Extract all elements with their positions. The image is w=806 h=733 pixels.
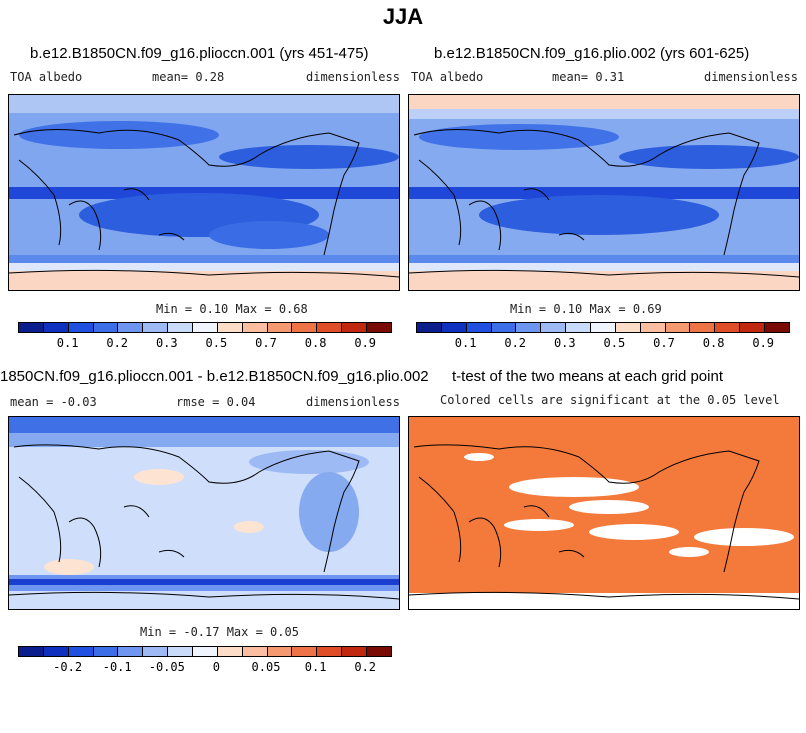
panel2-colorbar-swatch bbox=[441, 323, 467, 332]
panel1-colorbar-tick-label: 0.3 bbox=[155, 336, 178, 350]
panel1-variable: TOA albedo bbox=[10, 70, 83, 84]
panel3-colorbar-swatch bbox=[168, 647, 194, 656]
panel1-colorbar-swatch bbox=[143, 323, 169, 332]
panel2-colorbar-swatch bbox=[715, 323, 741, 332]
panel3-mean: mean = -0.03 bbox=[10, 395, 97, 409]
panel1-map-svg bbox=[9, 95, 399, 290]
panel1-colorbar-tick-label: 0.5 bbox=[205, 336, 228, 350]
panel2-colorbar-swatch bbox=[640, 323, 666, 332]
panel3-colorbar-swatch bbox=[342, 647, 368, 656]
panel2-title: b.e12.B1850CN.f09_g16.plio.002 (yrs 601-… bbox=[434, 45, 750, 62]
panel1-mean: mean= 0.28 bbox=[152, 70, 225, 84]
panel3-map bbox=[8, 416, 400, 610]
panel1-title: b.e12.B1850CN.f09_g16.plioccn.001 (yrs 4… bbox=[30, 45, 369, 62]
panel3-colorbar-swatch bbox=[143, 647, 169, 656]
panel3-colorbar-tick-label: 0.1 bbox=[304, 660, 327, 674]
panel2-colorbar-tick-label: 0.2 bbox=[504, 336, 527, 350]
panel1-colorbar-tick-label: 0.2 bbox=[106, 336, 129, 350]
panel3-colorbar-swatch bbox=[93, 647, 119, 656]
panel2-colorbar-swatch bbox=[615, 323, 641, 332]
panel4-map bbox=[408, 416, 800, 610]
panel1-colorbar bbox=[18, 322, 392, 333]
panel4-subtitle: Colored cells are significant at the 0.0… bbox=[440, 393, 780, 407]
panel2-map bbox=[408, 94, 800, 291]
panel2-map-svg bbox=[409, 95, 799, 290]
panel3-colorbar-tick-label: 0 bbox=[212, 660, 221, 674]
panel3-colorbar bbox=[18, 646, 392, 657]
panel1-colorbar-tick-label: 0.9 bbox=[354, 336, 377, 350]
panel3-colorbar-swatch bbox=[118, 647, 144, 656]
panel1-colorbar-swatch bbox=[217, 323, 243, 332]
panel1-minmax: Min = 0.10 Max = 0.68 bbox=[156, 302, 308, 316]
panel1-colorbar-tick-label: 0.7 bbox=[255, 336, 277, 350]
panel1-colorbar-swatch bbox=[242, 323, 268, 332]
panel2-colorbar-swatch bbox=[765, 323, 789, 332]
panel3-colorbar-swatch bbox=[19, 647, 44, 656]
panel2-colorbar-tick-label: 0.1 bbox=[454, 336, 477, 350]
panel3-title: 1850CN.f09_g16.plioccn.001 - b.e12.B1850… bbox=[0, 368, 429, 385]
panel1-colorbar-swatch bbox=[342, 323, 368, 332]
panel2-colorbar-swatch bbox=[591, 323, 616, 332]
panel3-map-svg bbox=[9, 417, 399, 609]
panel3-colorbar-swatch bbox=[317, 647, 343, 656]
panel1-map bbox=[8, 94, 400, 291]
panel2-colorbar-swatch bbox=[740, 323, 766, 332]
panel2-colorbar-tick-label: 0.5 bbox=[603, 336, 626, 350]
panel3-colorbar-swatch bbox=[193, 647, 218, 656]
panel2-colorbar-swatch bbox=[665, 323, 691, 332]
panel2-colorbar-swatch bbox=[491, 323, 517, 332]
panel1-colorbar-tick-label: 0.8 bbox=[304, 336, 327, 350]
panel3-colorbar-tick-label: -0.05 bbox=[148, 660, 185, 674]
panel2-minmax: Min = 0.10 Max = 0.69 bbox=[510, 302, 662, 316]
panel2-colorbar-tick-label: 0.7 bbox=[653, 336, 675, 350]
panel3-colorbar-swatch bbox=[367, 647, 391, 656]
panel3-colorbar-swatch bbox=[267, 647, 293, 656]
panel2-colorbar-swatch bbox=[516, 323, 542, 332]
panel1-units: dimensionless bbox=[306, 70, 400, 84]
panel2-colorbar-swatch bbox=[566, 323, 592, 332]
panel3-colorbar-swatch bbox=[217, 647, 243, 656]
panel2-colorbar-swatch bbox=[466, 323, 492, 332]
panel3-colorbar-tick-label: -0.2 bbox=[53, 660, 83, 674]
panel3-colorbar-tick-label: 0.2 bbox=[354, 660, 377, 674]
panel2-variable: TOA albedo bbox=[411, 70, 484, 84]
panel1-colorbar-swatch bbox=[317, 323, 343, 332]
panel3-colorbar-swatch bbox=[68, 647, 94, 656]
panel3-units: dimensionless bbox=[306, 395, 400, 409]
panel1-colorbar-swatch bbox=[43, 323, 69, 332]
panel1-colorbar-swatch bbox=[367, 323, 391, 332]
panel3-colorbar-swatch bbox=[43, 647, 69, 656]
panel2-colorbar-tick-label: 0.3 bbox=[553, 336, 576, 350]
panel3-colorbar-tick-label: 0.05 bbox=[251, 660, 281, 674]
panel1-colorbar-swatch bbox=[168, 323, 194, 332]
panel3-colorbar-swatch bbox=[292, 647, 318, 656]
panel2-colorbar-tick-label: 0.9 bbox=[752, 336, 775, 350]
panel1-colorbar-swatch bbox=[292, 323, 318, 332]
panel2-colorbar-swatch bbox=[417, 323, 442, 332]
panel1-colorbar-swatch bbox=[93, 323, 119, 332]
panel1-colorbar-swatch bbox=[19, 323, 44, 332]
panel1-colorbar-swatch bbox=[118, 323, 144, 332]
panel2-colorbar bbox=[416, 322, 790, 333]
panel2-colorbar-swatch bbox=[690, 323, 716, 332]
panel3-minmax: Min = -0.17 Max = 0.05 bbox=[140, 625, 299, 639]
panel3-colorbar-tick-label: -0.1 bbox=[102, 660, 132, 674]
panel1-colorbar-swatch bbox=[68, 323, 94, 332]
panel2-units: dimensionless bbox=[704, 70, 798, 84]
figure-title: JJA bbox=[382, 4, 424, 29]
panel4-map-svg bbox=[409, 417, 799, 609]
panel1-colorbar-swatch bbox=[267, 323, 293, 332]
panel1-colorbar-tick-label: 0.1 bbox=[56, 336, 79, 350]
panel2-colorbar-swatch bbox=[541, 323, 567, 332]
panel2-colorbar-tick-label: 0.8 bbox=[702, 336, 725, 350]
panel4-title: t-test of the two means at each grid poi… bbox=[452, 368, 723, 385]
panel1-colorbar-swatch bbox=[193, 323, 218, 332]
panel3-rmse: rmse = 0.04 bbox=[176, 395, 256, 409]
panel2-mean: mean= 0.31 bbox=[552, 70, 625, 84]
panel3-colorbar-swatch bbox=[242, 647, 268, 656]
